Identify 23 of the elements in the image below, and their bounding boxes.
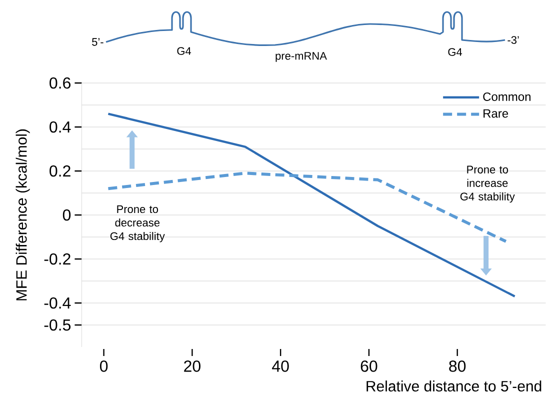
text: G4 xyxy=(177,47,192,55)
text: -3’ xyxy=(508,36,519,44)
legend-label: Rare xyxy=(484,109,508,118)
y-tick-label: -0.5 xyxy=(44,319,71,331)
annotation: Prone to increase G4 stability xyxy=(460,166,515,203)
y-tick-label: 0 xyxy=(62,209,71,221)
legend-label: Common xyxy=(483,92,530,101)
x-tick-label: 0 xyxy=(100,360,108,372)
x-tick-label: 80 xyxy=(449,360,466,372)
y-tick-label: -0.2 xyxy=(44,253,70,265)
x-axis-title: Relative distance to 5’-end xyxy=(366,380,542,392)
x-tick-label: 20 xyxy=(184,360,200,372)
text: pre-mRNA xyxy=(276,52,327,62)
text: 5’- xyxy=(92,38,104,46)
y-tick-label: 0.6 xyxy=(50,77,70,89)
y-tick-label: 0.2 xyxy=(50,165,70,177)
y-tick-label: 0.4 xyxy=(50,121,71,133)
text: G4 xyxy=(448,48,462,56)
annotation: Prone to decrease G4 stability xyxy=(110,205,165,242)
y-axis-title: MFE Difference (kcal/mol) xyxy=(16,129,30,300)
x-tick-label: 40 xyxy=(272,360,289,372)
x-tick-label: 60 xyxy=(360,360,378,372)
y-tick-label: -0.4 xyxy=(44,297,71,309)
